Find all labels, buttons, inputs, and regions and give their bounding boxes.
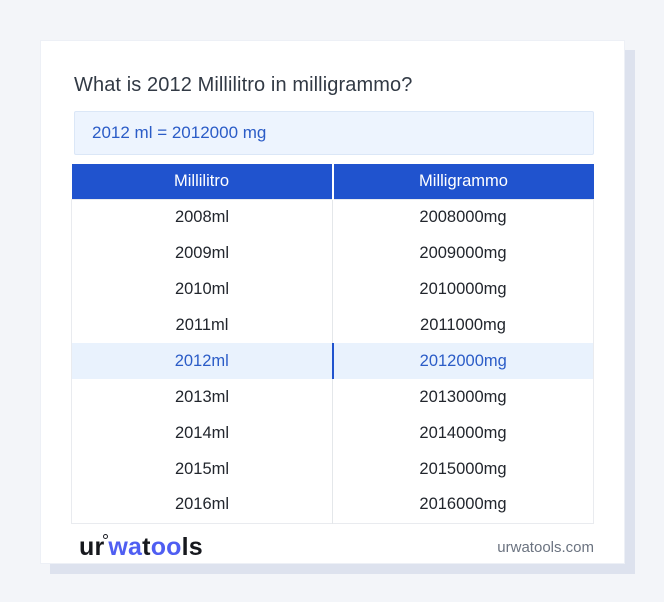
cell-milligrammo: 2012000mg [331,343,594,379]
logo-ring-icon [103,534,109,539]
table-header-milligrammo: Milligrammo [331,164,594,199]
table-row: 2009ml 2009000mg [71,235,594,271]
table-row: 2008ml 2008000mg [71,199,594,235]
cell-millilitro: 2013ml [71,379,333,415]
table-row: 2011ml 2011000mg [71,307,594,343]
cell-millilitro: 2011ml [71,307,333,343]
cell-millilitro: 2014ml [71,415,333,451]
cell-milligrammo: 2016000mg [332,487,594,523]
table-row: 2016ml 2016000mg [71,487,594,523]
logo-text-wa: wa [108,533,143,561]
table-row: 2013ml 2013000mg [71,379,594,415]
cell-milligrammo: 2010000mg [332,271,594,307]
cell-milligrammo: 2008000mg [332,199,594,235]
conversion-result: 2012 ml = 2012000 mg [92,123,267,142]
conversion-table: Millilitro Milligrammo 2008ml 2008000mg 20… [71,164,594,524]
table-row: 2015ml 2015000mg [71,451,594,487]
cell-milligrammo: 2014000mg [332,415,594,451]
site-url: urwatools.com [497,539,594,556]
table-row: 2010ml 2010000mg [71,271,594,307]
conversion-card: What is 2012 Millilitro in milligrammo? … [40,40,625,564]
cell-milligrammo: 2011000mg [332,307,594,343]
table-row: 2014ml 2014000mg [71,415,594,451]
cell-millilitro: 2009ml [71,235,333,271]
cell-millilitro: 2008ml [71,199,333,235]
urwatools-logo[interactable]: ur watools [71,533,203,562]
page-title: What is 2012 Millilitro in milligrammo? [74,74,413,96]
card-footer: ur watools urwatools.com [71,529,594,567]
table-row: 2012ml 2012000mg [71,343,594,379]
cell-millilitro: 2015ml [71,451,333,487]
logo-text-oo: oo [150,533,182,561]
conversion-result-box: 2012 ml = 2012000 mg [74,111,594,155]
cell-millilitro: 2010ml [71,271,333,307]
logo-text-ls: ls [181,533,203,561]
cell-millilitro: 2016ml [71,487,333,523]
cell-millilitro: 2012ml [71,343,333,379]
logo-text-t: t [142,533,151,561]
cell-milligrammo: 2015000mg [332,451,594,487]
logo-text-ur: ur [79,533,105,561]
cell-milligrammo: 2013000mg [332,379,594,415]
table-header-row: Millilitro Milligrammo [71,164,594,199]
table-header-millilitro: Millilitro [71,164,333,199]
cell-milligrammo: 2009000mg [332,235,594,271]
